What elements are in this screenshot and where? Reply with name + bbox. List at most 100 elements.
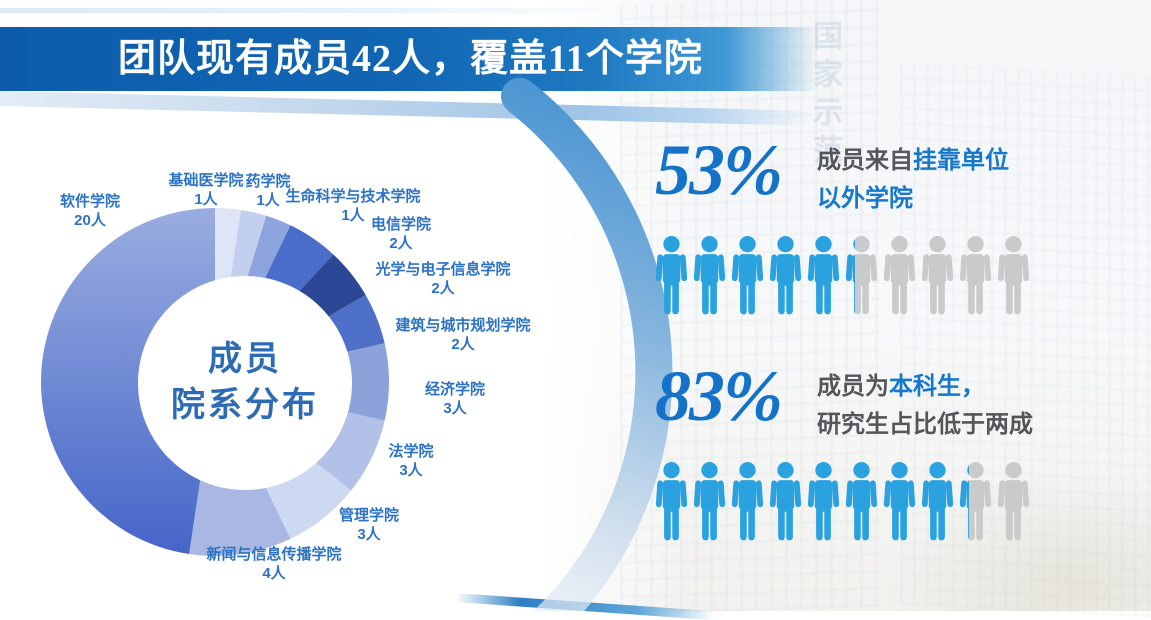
page-title: 团队现有成员42人，覆盖11个学院 <box>118 38 703 80</box>
person-icon <box>655 235 688 317</box>
person-glyph <box>997 236 1030 315</box>
donut-label-10: 软件学院 20人 <box>60 192 120 230</box>
donut-label-count: 4人 <box>262 565 286 582</box>
donut-label-count: 3人 <box>357 526 381 543</box>
person-glyph <box>845 462 878 541</box>
donut-slice-10 <box>40 208 216 555</box>
donut-label-9: 新闻与信息传播学院 4人 <box>206 545 341 583</box>
donut-label-count: 1人 <box>256 192 280 209</box>
stat-desc-blue: 本科生， <box>889 373 985 400</box>
person-glyph <box>655 462 688 541</box>
person-glyph <box>921 236 954 315</box>
person-icon <box>921 235 954 317</box>
stat-desc-blue: 挂靠单位 <box>913 147 1009 174</box>
person-icon <box>959 235 992 317</box>
stat-desc-gray: 成员为 <box>817 373 889 400</box>
stat-head: 53% 成员来自挂靠单位 以外学院 <box>655 134 1030 218</box>
donut-label-name: 电信学院 <box>370 216 432 233</box>
person-icon-row <box>655 461 1033 543</box>
donut-label-count: 3人 <box>443 400 467 417</box>
donut-label-1: 药学院 1人 <box>245 172 290 210</box>
person-glyph <box>693 462 726 541</box>
donut-label-name: 管理学院 <box>338 507 400 524</box>
stat-description: 成员来自挂靠单位 以外学院 <box>817 142 1009 218</box>
person-icon <box>769 461 802 543</box>
person-glyph <box>769 236 802 315</box>
stat-desc-gray: 成员来自 <box>817 147 913 174</box>
stat-block-83: 83% 成员为本科生， 研究生占比低于两成 <box>655 360 1033 543</box>
person-glyph <box>807 236 840 315</box>
person-icon <box>693 461 726 543</box>
person-glyph <box>997 462 1030 541</box>
stat-desc-line2: 研究生占比低于两成 <box>817 406 1033 444</box>
donut-label-count: 3人 <box>399 462 423 479</box>
donut-label-3: 电信学院 2人 <box>371 215 431 253</box>
person-icon <box>807 235 840 317</box>
title-banner: 团队现有成员42人，覆盖11个学院 <box>0 27 1151 91</box>
stat-desc-line1: 成员为本科生， <box>817 368 1033 406</box>
donut-label-name: 建筑与城市规划学院 <box>395 317 531 334</box>
person-glyph <box>731 462 764 541</box>
person-glyph <box>883 462 916 541</box>
donut-label-6: 经济学院 3人 <box>425 380 485 418</box>
person-icon <box>845 461 878 543</box>
donut-inner-circle <box>138 276 352 490</box>
person-icon-row <box>655 235 1030 317</box>
donut-center-line2: 院系分布 <box>171 387 319 424</box>
person-icon <box>655 461 688 543</box>
donut-label-name: 生命科学与技术学院 <box>285 188 421 205</box>
person-icon <box>807 461 840 543</box>
donut-label-name: 法学院 <box>388 443 434 460</box>
person-glyph <box>845 239 855 314</box>
person-icon <box>693 235 726 317</box>
person-glyph <box>921 462 954 541</box>
donut-label-count: 1人 <box>341 207 365 224</box>
donut-label-count: 2人 <box>389 235 413 252</box>
donut-label-8: 管理学院 3人 <box>339 506 399 544</box>
person-icon-partial-fill <box>959 461 969 543</box>
stat-block-53: 53% 成员来自挂靠单位 以外学院 <box>655 134 1030 317</box>
donut-label-name: 光学与电子信息学院 <box>375 261 511 278</box>
person-icon <box>883 461 916 543</box>
person-icon <box>769 235 802 317</box>
person-glyph <box>959 465 969 540</box>
donut-label-count: 20人 <box>74 212 106 229</box>
donut-label-name: 药学院 <box>245 173 291 190</box>
person-icon <box>883 235 916 317</box>
person-glyph <box>959 462 992 541</box>
donut-label-4: 光学与电子信息学院 2人 <box>375 260 510 298</box>
decorative-arc <box>501 77 673 611</box>
donut-label-name: 软件学院 <box>59 193 121 210</box>
stat-desc-line1: 成员来自挂靠单位 <box>817 142 1009 180</box>
donut-center-label: 成员 院系分布 <box>171 337 319 429</box>
person-glyph <box>655 236 688 315</box>
donut-label-5: 建筑与城市规划学院 2人 <box>395 316 530 354</box>
donut-center-line1: 成员 <box>208 341 282 378</box>
person-glyph <box>769 462 802 541</box>
person-glyph <box>959 236 992 315</box>
stat-percent-value: 83% <box>655 356 783 436</box>
donut-label-2: 生命科学与技术学院 1人 <box>285 187 420 225</box>
stat-desc-blue: 以外学院 <box>817 185 913 212</box>
donut-label-count: 1人 <box>194 191 218 208</box>
stat-description: 成员为本科生， 研究生占比低于两成 <box>817 368 1033 444</box>
stat-desc-gray: 研究生占比低于两成 <box>817 411 1033 438</box>
donut-label-count: 2人 <box>431 280 455 297</box>
person-glyph <box>693 236 726 315</box>
donut-label-0: 基础医学院 1人 <box>168 171 243 209</box>
person-icon <box>731 461 764 543</box>
top-accent-sliver <box>0 8 640 13</box>
person-icon <box>921 461 954 543</box>
stat-percent-value: 53% <box>655 130 783 210</box>
donut-label-count: 2人 <box>451 336 475 353</box>
person-icon <box>997 461 1030 543</box>
person-icon <box>731 235 764 317</box>
donut-label-7: 法学院 3人 <box>388 442 433 480</box>
person-icon <box>845 235 878 317</box>
person-glyph <box>883 236 916 315</box>
stat-head: 83% 成员为本科生， 研究生占比低于两成 <box>655 360 1033 444</box>
stat-desc-line2: 以外学院 <box>817 180 1009 218</box>
person-icon-partial-fill <box>845 235 855 317</box>
